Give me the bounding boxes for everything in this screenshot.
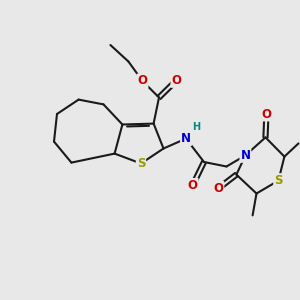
Text: N: N <box>181 132 191 145</box>
Text: O: O <box>137 74 148 88</box>
Text: S: S <box>274 174 283 187</box>
Text: O: O <box>188 179 198 192</box>
Text: N: N <box>240 149 250 162</box>
Text: S: S <box>137 157 145 170</box>
Text: O: O <box>171 74 182 87</box>
Text: O: O <box>261 107 272 121</box>
Text: H: H <box>193 122 201 132</box>
Text: O: O <box>213 182 224 195</box>
